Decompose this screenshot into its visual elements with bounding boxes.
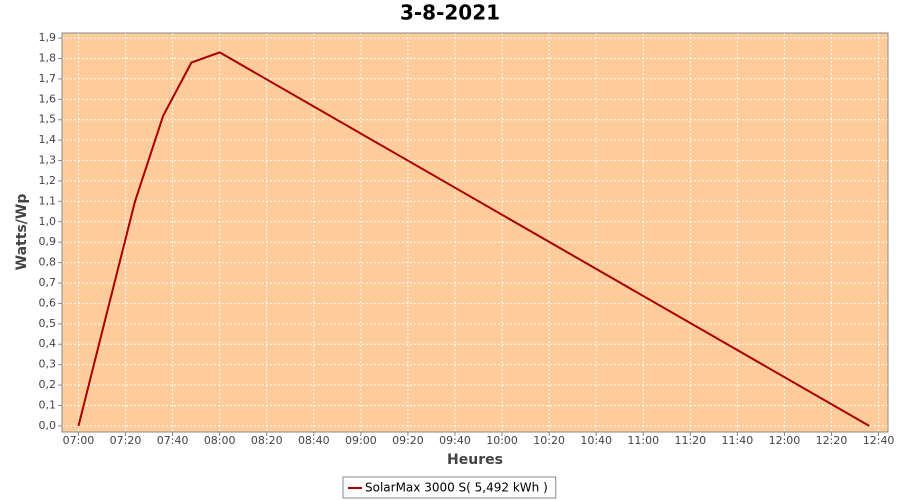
- y-tick-label: 0,0: [39, 419, 57, 432]
- x-tick-label: 08:20: [251, 434, 283, 447]
- y-tick-label: 1,5: [39, 113, 57, 126]
- y-tick-label: 0,9: [39, 235, 57, 248]
- x-tick-label: 08:00: [204, 434, 236, 447]
- y-tick-label: 0,3: [39, 358, 57, 371]
- plot-border: [61, 32, 889, 433]
- legend-box: [342, 476, 557, 499]
- y-tick-label: 1,8: [39, 52, 57, 65]
- x-tick-label: 07:00: [63, 434, 95, 447]
- y-axis-label: Watts/Wp: [14, 194, 30, 271]
- y-tick-label: 1,6: [39, 92, 57, 105]
- y-tick-label: 1,3: [39, 154, 57, 167]
- y-tick-label: 0,1: [39, 398, 57, 411]
- y-tick-label: 1,7: [39, 72, 57, 85]
- x-tick-label: 10:20: [533, 434, 565, 447]
- x-tick-label: 09:40: [439, 434, 471, 447]
- y-tick-label: 0,7: [39, 276, 57, 289]
- x-tick-label: 09:20: [392, 434, 424, 447]
- x-tick-label: 11:40: [722, 434, 754, 447]
- data-line: [77, 51, 870, 427]
- y-tick-label: 0,6: [39, 296, 57, 309]
- x-tick-label: 12:20: [816, 434, 848, 447]
- x-tick-label: 08:40: [298, 434, 330, 447]
- x-tick-label: 12:00: [769, 434, 801, 447]
- y-tick-label: 0,8: [39, 256, 57, 269]
- y-tick-label: 0,2: [39, 378, 57, 391]
- y-tick-label: 1,1: [39, 194, 57, 207]
- x-tick-label: 10:00: [486, 434, 518, 447]
- x-tick-label: 11:00: [627, 434, 659, 447]
- y-tick-label: 1,9: [39, 31, 57, 44]
- x-tick-label: 12:40: [863, 434, 895, 447]
- y-tick-label: 1,0: [39, 215, 57, 228]
- x-axis-label: Heures: [447, 452, 503, 468]
- plot-area: [62, 33, 888, 432]
- x-tick-label: 11:20: [674, 434, 706, 447]
- y-tick-label: 1,2: [39, 174, 57, 187]
- y-tick-label: 0,4: [39, 337, 57, 350]
- x-tick-label: 09:00: [345, 434, 377, 447]
- chart-title: 3-8-2021: [400, 1, 500, 25]
- legend: SolarMax 3000 S( 5,492 kWh ): [342, 476, 557, 499]
- y-tick-label: 0,5: [39, 317, 57, 330]
- y-tick-label: 1,4: [39, 133, 57, 146]
- x-tick-label: 10:40: [580, 434, 612, 447]
- legend-label: SolarMax 3000 S( 5,492 kWh ): [365, 481, 548, 495]
- x-tick-label: 07:20: [110, 434, 142, 447]
- x-tick-label: 07:40: [157, 434, 189, 447]
